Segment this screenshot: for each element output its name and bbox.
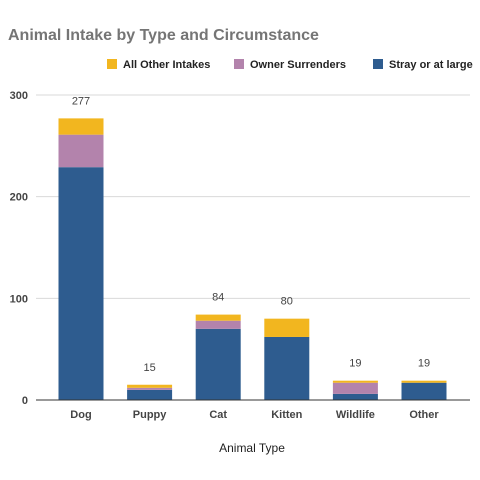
bar-wildlife-owner-surrenders [332, 382, 378, 394]
total-label-wildlife: 19 [349, 358, 361, 370]
bar-wildlife-all-other-intakes [332, 380, 378, 383]
x-tick-label-dog: Dog [70, 409, 91, 421]
y-tick-label: 100 [10, 293, 28, 305]
total-label-cat: 84 [212, 292, 224, 304]
bars [58, 118, 447, 400]
bar-wildlife-stray-or-at-large [332, 393, 378, 400]
legend-swatch-owner-surrenders [234, 59, 244, 69]
bar-puppy-owner-surrenders [127, 387, 173, 390]
bar-other-all-other-intakes [401, 380, 447, 383]
total-label-puppy: 15 [143, 362, 155, 374]
legend-label-stray-or-at-large: Stray or at large [389, 59, 473, 71]
y-tick-label: 200 [10, 192, 28, 204]
total-label-other: 19 [418, 358, 430, 370]
bar-cat-stray-or-at-large [195, 328, 241, 400]
legend-label-all-other-intakes: All Other Intakes [123, 59, 210, 71]
bar-puppy-all-other-intakes [127, 384, 173, 388]
legend: All Other Intakes Owner Surrenders Stray o… [107, 59, 473, 71]
x-tick-label-puppy: Puppy [133, 409, 167, 421]
bar-dog-owner-surrenders [58, 134, 104, 168]
y-tick-label: 300 [10, 90, 28, 102]
legend-label-owner-surrenders: Owner Surrenders [250, 59, 346, 71]
legend-swatch-all-other-intakes [107, 59, 117, 69]
bar-kitten-stray-or-at-large [264, 336, 310, 400]
bar-other-stray-or-at-large [401, 382, 447, 400]
x-axis-title: Animal Type [219, 441, 285, 455]
x-tick-label-cat: Cat [209, 409, 227, 421]
total-label-dog: 277 [72, 95, 90, 107]
bar-cat-all-other-intakes [195, 314, 241, 321]
bar-puppy-stray-or-at-large [127, 389, 173, 400]
x-axis-ticks: Dog Puppy Cat Kitten Wildlife Other [70, 409, 439, 421]
x-tick-label-wildlife: Wildlife [336, 409, 375, 421]
x-tick-label-kitten: Kitten [271, 409, 302, 421]
gridlines [36, 94, 470, 299]
total-label-kitten: 80 [281, 296, 293, 308]
bar-dog-all-other-intakes [58, 118, 104, 135]
total-labels: 277 15 84 80 19 19 [72, 95, 430, 373]
chart-title: Animal Intake by Type and Circumstance [8, 27, 319, 44]
bar-dog-stray-or-at-large [58, 167, 104, 400]
x-tick-label-other: Other [409, 409, 439, 421]
bar-kitten-all-other-intakes [264, 318, 310, 337]
y-axis-ticks: 0 100 200 300 [10, 90, 28, 407]
bar-cat-owner-surrenders [195, 320, 241, 329]
legend-swatch-stray-or-at-large [373, 59, 383, 69]
y-tick-label: 0 [22, 395, 28, 407]
